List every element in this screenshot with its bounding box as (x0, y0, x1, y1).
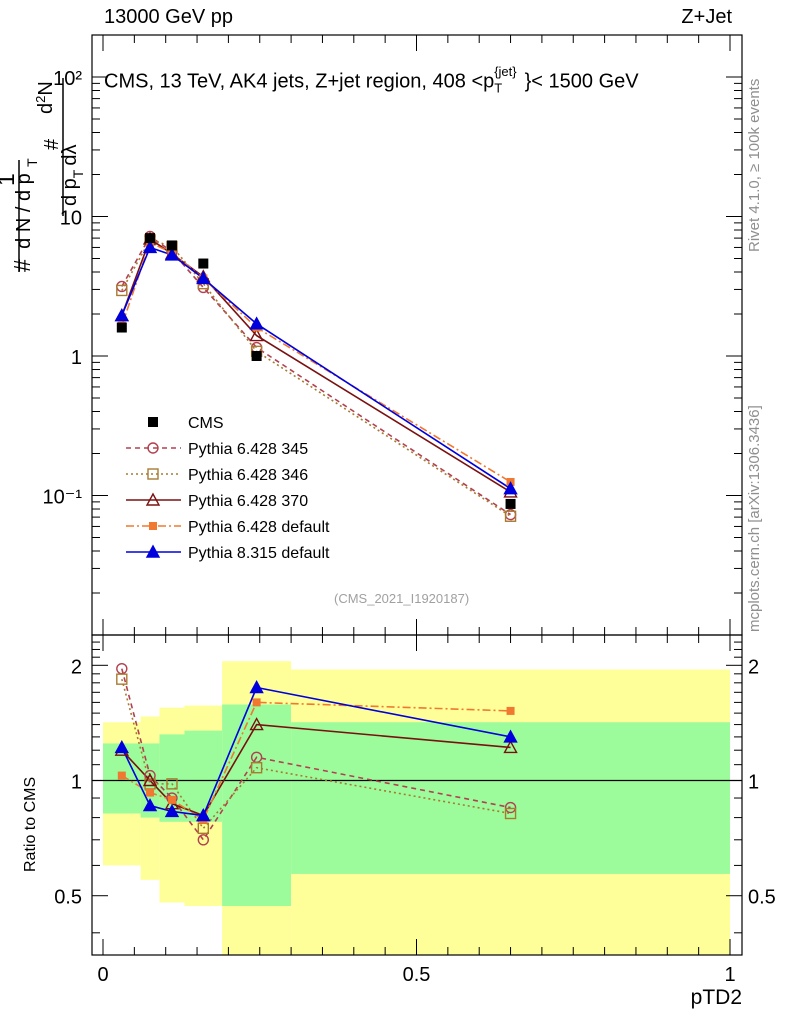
chart-title: CMS, 13 TeV, AK4 jets, Z+jet region, 408… (104, 64, 639, 96)
ratio-point-pythia-6-428-346 (166, 778, 178, 790)
ratio-point-pythia-8-315-default (142, 798, 158, 812)
ratio-point-pythia-6-428-370 (249, 717, 264, 731)
legend-marker (145, 492, 161, 506)
axes-frames (91, 34, 743, 956)
ratio-tick-label-left: 2 (71, 656, 82, 678)
chart-title-tail: }< 1500 GeV (524, 70, 639, 93)
legend-marker-cms (148, 417, 158, 427)
legend-label: Pythia 6.428 default (188, 519, 330, 536)
ratio-point-pythia-6-428-345 (197, 834, 210, 846)
ratio-line-pythia-6-428-default (121, 701, 511, 821)
legend-label: Pythia 6.428 345 (188, 441, 308, 458)
point-pythia-8-315-default (114, 308, 129, 322)
point-pythia-6-428-346 (504, 510, 517, 522)
ratio-point-pythia-6-428-370 (142, 773, 158, 787)
header-process-label: Z+Jet (681, 6, 732, 28)
x-tick-label: 1 (724, 964, 735, 986)
analysis-id-watermark: (CMS_2021_I1920187) (334, 591, 470, 606)
ratio-point-pythia-6-428-346 (504, 807, 517, 820)
y-tick-label: 10⁻¹ (43, 486, 83, 508)
ratio-point-pythia-8-315-default (114, 739, 129, 754)
ratio-uncertainty-bands (103, 661, 730, 955)
point-pythia-8-315-default (164, 247, 180, 261)
ratio-point-pythia-6-428-default (167, 795, 176, 804)
point-pythia-8-315-default (503, 481, 518, 495)
cms-data-point (166, 240, 177, 251)
x-tick-label: 0.5 (403, 964, 431, 986)
main-series-markers (114, 230, 518, 522)
ratio-y-axis-label: Ratio to CMS (22, 776, 39, 872)
y-tick-label: 10 (60, 207, 82, 229)
legend-marker (147, 468, 159, 480)
chart-title-sup: {jet} (494, 64, 517, 79)
legend-marker (149, 522, 157, 530)
y-tick-label: 1 (71, 347, 82, 369)
ratio-point-pythia-6-428-345 (144, 769, 156, 782)
legend: CMS Pythia 6.428 345 Pythia 6.428 346 Pythi… (126, 415, 330, 562)
point-pythia-6-428-370 (249, 328, 264, 342)
svg-text:d pTdλ: d pTdλ (59, 145, 86, 207)
ratio-point-pythia-6-428-default (117, 771, 126, 780)
ratio-point-pythia-6-428-default (252, 698, 261, 707)
cms-data-point (505, 498, 516, 509)
ratio-point-pythia-8-315-default (249, 680, 264, 694)
ratio-series-markers (114, 662, 518, 846)
header-collision-label: 13000 GeV pp (104, 6, 233, 28)
ratio-point-pythia-6-428-346 (116, 673, 128, 685)
legend-label: Pythia 8.315 default (188, 545, 330, 562)
ratio-line-pythia-6-428-346 (121, 678, 511, 830)
legend-label: Pythia 6.428 346 (188, 467, 308, 484)
legend-marker (147, 442, 159, 454)
ratio-point-pythia-6-428-370 (503, 739, 518, 754)
legend-marker (145, 544, 161, 558)
point-pythia-8-315-default (249, 316, 264, 330)
series-line-pythia-6-428-346 (121, 238, 511, 517)
ratio-line-pythia-8-315-default (121, 686, 511, 817)
legend-label: Pythia 6.428 370 (188, 493, 308, 510)
chart-title-sub: T (494, 80, 503, 96)
ratio-point-pythia-6-428-345 (504, 801, 517, 814)
cms-data-point (116, 322, 127, 333)
series-line-pythia-8-315-default (121, 246, 511, 490)
ratio-tick-label-left: 0.5 (54, 887, 82, 909)
ratio-point-pythia-6-428-default (506, 706, 515, 715)
ratio-tick-label-right: 2 (748, 656, 759, 678)
ratio-tick-label-left: 1 (71, 772, 82, 794)
chart-title-main: CMS, 13 TeV, AK4 jets, Z+jet region, 408… (104, 70, 495, 93)
point-pythia-8-315-default (196, 270, 211, 285)
series-line-pythia-6-428-default (121, 241, 511, 483)
ratio-point-pythia-8-315-default (164, 804, 180, 818)
svg-text:d2N: d2N (33, 81, 57, 114)
x-axis-label: pTD2 (690, 986, 742, 1009)
ratio-line-pythia-6-428-345 (121, 668, 511, 842)
series-line-pythia-6-428-370 (121, 237, 511, 493)
ratio-point-pythia-8-315-default (503, 729, 518, 743)
y-tick-label: 10² (53, 68, 82, 90)
ratio-tick-label-right: 1 (748, 772, 759, 794)
legend-label: CMS (188, 415, 224, 432)
main-y-axis-label: # d N / d p T 1 d pTdλ # d2N (0, 78, 86, 272)
mcplots-credit-label: mcplots.cern.ch [arXiv:1306.3436] (746, 405, 763, 632)
cms-data-point (145, 233, 156, 244)
point-pythia-8-315-default (142, 239, 158, 254)
svg-text:1: 1 (0, 173, 19, 186)
ratio-tick-label-right: 0.5 (748, 887, 776, 909)
stat-band-bin (184, 730, 223, 822)
stat-band-bin (291, 722, 730, 874)
main-series-lines (121, 235, 511, 517)
ratio-point-pythia-6-428-default (146, 788, 155, 797)
rivet-version-label: Rivet 4.1.0, ≥ 100k events (746, 78, 763, 252)
stat-band-bin (222, 704, 292, 907)
tick-labels: 10⁻¹ 1 10 10² 0 0.5 1 0.5 0.5 1 1 2 2 (43, 68, 776, 986)
svg-text:#: # (41, 138, 63, 150)
ratio-point-pythia-6-428-346 (250, 762, 263, 774)
ratio-point-pythia-8-315-default (196, 808, 211, 822)
series-line-pythia-6-428-345 (121, 235, 511, 516)
point-pythia-6-428-346 (116, 284, 128, 297)
cms-data-point (198, 258, 209, 269)
x-tick-label: 0 (97, 964, 108, 986)
cms-data-point (251, 350, 262, 361)
